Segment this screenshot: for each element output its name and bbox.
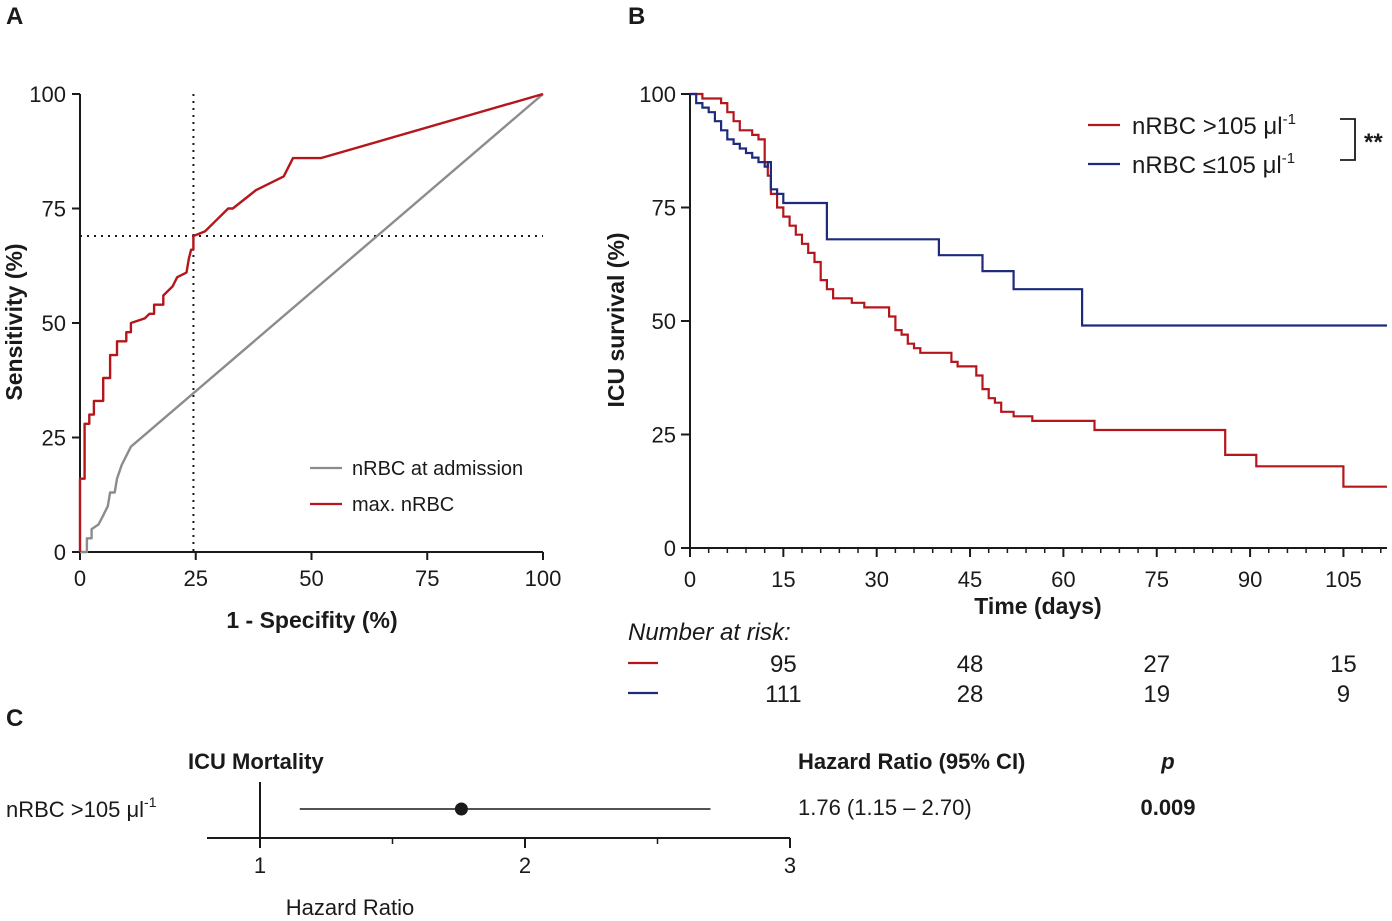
roc-series <box>78 92 544 554</box>
roc-chart: 00 25 25 50 50 75 75 100 100 1 - Specifity (%) S… <box>1 82 561 633</box>
roc-line-max <box>78 92 544 552</box>
roc-line-admission <box>80 93 544 554</box>
risk-cell: 15 <box>1330 651 1357 678</box>
roc-axes: 00 25 25 50 50 75 75 100 100 <box>29 82 561 591</box>
legend-label-max: max. nRBC <box>352 494 454 516</box>
roc-legend: nRBC at admission max. nRBC <box>310 458 523 516</box>
roc-x-tick-label: 0 <box>74 566 86 591</box>
roc-x-tick-label: 25 <box>184 566 208 591</box>
km-y-tick-label: 75 <box>652 196 676 221</box>
legend-label-admission: nRBC at admission <box>352 458 523 480</box>
legend-label-high: nRBC >105 μl-1 <box>1132 111 1296 140</box>
risk-cell: 48 <box>957 651 984 678</box>
roc-cutoff-lines <box>80 94 543 552</box>
risk-table: Number at risk: 95 48 27 15 111 28 19 9 <box>628 619 1357 708</box>
km-y-tick-label: 100 <box>639 82 676 107</box>
km-x-axis-title: Time (days) <box>974 593 1101 619</box>
roc-y-tick-label: 75 <box>42 197 66 222</box>
km-x-tick-label: 105 <box>1325 567 1362 592</box>
forest-header-p: p <box>1160 749 1174 774</box>
forest-x-tick-label: 3 <box>784 853 796 878</box>
forest-x-axis-title: Hazard Ratio <box>286 895 414 920</box>
forest-row-p-text: 0.009 <box>1140 795 1195 820</box>
significance-stars: ** <box>1364 129 1383 156</box>
km-x-tick-label: 30 <box>864 567 888 592</box>
km-line-high <box>690 92 1387 488</box>
risk-cell: 28 <box>957 681 984 708</box>
roc-x-tick-label: 75 <box>415 566 439 591</box>
roc-y-tick-label: 50 <box>42 311 66 336</box>
roc-y-tick-label: 0 <box>54 540 66 565</box>
km-x-tick-label: 15 <box>771 567 795 592</box>
risk-cell: 27 <box>1143 651 1170 678</box>
legend-label-low: nRBC ≤105 μl-1 <box>1132 150 1295 179</box>
roc-x-tick-label: 50 <box>299 566 323 591</box>
panel-b-letter: B <box>628 3 645 30</box>
risk-cell: 95 <box>770 651 797 678</box>
forest-row-label: nRBC >105 μl-1 <box>6 794 157 822</box>
km-x-tick-label: 60 <box>1051 567 1075 592</box>
risk-cell: 9 <box>1337 681 1350 708</box>
risk-table-title: Number at risk: <box>628 619 791 646</box>
km-y-axis-title: ICU survival (%) <box>603 232 629 407</box>
forest-row-hr-text: 1.76 (1.15 – 2.70) <box>798 795 972 820</box>
km-x-tick-label: 45 <box>958 567 982 592</box>
km-legend: nRBC >105 μl-1 nRBC ≤105 μl-1 ** <box>1088 111 1383 179</box>
forest-x-tick-label: 2 <box>519 853 531 878</box>
roc-x-tick-label: 100 <box>525 566 562 591</box>
roc-y-tick-label: 100 <box>29 82 66 107</box>
km-y-tick-label: 0 <box>664 536 676 561</box>
km-x-tick-label: 0 <box>684 567 696 592</box>
km-line-low <box>690 92 1387 327</box>
km-x-tick-label: 90 <box>1238 567 1262 592</box>
risk-cell: 19 <box>1143 681 1170 708</box>
km-y-tick-label: 50 <box>652 309 676 334</box>
roc-y-tick-label: 25 <box>42 426 66 451</box>
panel-a-letter: A <box>6 3 23 30</box>
forest-axes: 1 2 3 <box>207 782 796 878</box>
km-y-tick-label: 25 <box>652 423 676 448</box>
forest-header-outcome: ICU Mortality <box>188 749 324 774</box>
forest-header-hr: Hazard Ratio (95% CI) <box>798 749 1025 774</box>
roc-y-axis-title: Sensitivity (%) <box>1 243 27 400</box>
panel-c-letter: C <box>6 705 23 732</box>
significance-bracket <box>1340 118 1356 161</box>
forest-marks <box>299 802 711 816</box>
km-series <box>690 92 1387 488</box>
forest-point-estimate <box>454 802 468 816</box>
forest-x-tick-label: 1 <box>254 853 266 878</box>
km-chart: 0 15 30 45 60 75 90 105 0 25 50 75 100 Time (days) I… <box>603 82 1387 708</box>
roc-x-axis-title: 1 - Specifity (%) <box>226 607 397 633</box>
risk-cell: 111 <box>765 681 801 708</box>
km-axes: 0 15 30 45 60 75 90 105 0 25 50 75 100 <box>639 82 1387 592</box>
km-x-tick-label: 75 <box>1144 567 1168 592</box>
forest-plot: ICU Mortality Hazard Ratio (95% CI) p nR… <box>6 749 1196 920</box>
